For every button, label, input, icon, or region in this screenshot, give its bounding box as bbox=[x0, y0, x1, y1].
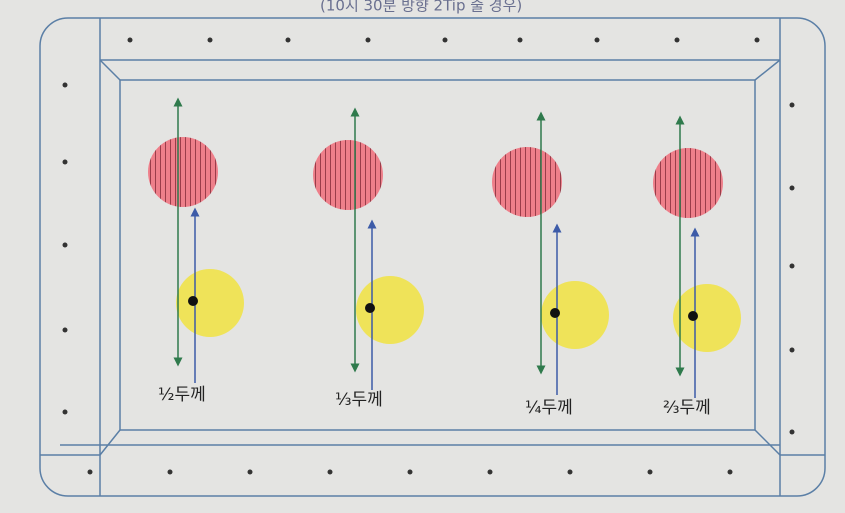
diamond bbox=[647, 469, 653, 475]
thickness-label: ¼두께 bbox=[525, 398, 573, 418]
diamond bbox=[517, 37, 523, 43]
diamond bbox=[789, 102, 795, 108]
diamond bbox=[87, 469, 93, 475]
diamond bbox=[62, 327, 68, 333]
diamond bbox=[789, 429, 795, 435]
diamond bbox=[62, 82, 68, 88]
cue-center bbox=[688, 311, 698, 321]
cue-center bbox=[188, 296, 198, 306]
diamond bbox=[365, 37, 371, 43]
diamond bbox=[789, 347, 795, 353]
diamonds bbox=[62, 37, 795, 475]
diamond bbox=[327, 469, 333, 475]
target-ball bbox=[492, 147, 562, 217]
thickness-label: ⅔두께 bbox=[663, 398, 711, 418]
diamond bbox=[247, 469, 253, 475]
diamond bbox=[62, 409, 68, 415]
cushion bbox=[119, 79, 756, 431]
target-ball bbox=[653, 148, 723, 218]
target-ball bbox=[313, 140, 383, 210]
diamond bbox=[167, 469, 173, 475]
diamond bbox=[754, 37, 760, 43]
header-title: (10시 30분 방향 2Tip 줄 경우) bbox=[320, 0, 522, 15]
shots: ½두께 ⅓두께 ¼두께 ⅔두께 bbox=[148, 97, 741, 418]
cue-ball bbox=[356, 276, 424, 344]
diamond bbox=[487, 469, 493, 475]
diamond bbox=[407, 469, 413, 475]
diamond bbox=[285, 37, 291, 43]
diamond bbox=[789, 263, 795, 269]
diamond bbox=[127, 37, 133, 43]
diamond bbox=[674, 37, 680, 43]
diamond bbox=[62, 159, 68, 165]
diamond bbox=[207, 37, 213, 43]
cushion-corners bbox=[99, 59, 781, 456]
cue-ball bbox=[673, 284, 741, 352]
table bbox=[39, 17, 826, 497]
diamond bbox=[789, 185, 795, 191]
target-ball bbox=[148, 137, 218, 207]
diamond bbox=[62, 242, 68, 248]
table-outer bbox=[39, 17, 826, 497]
diamond bbox=[442, 37, 448, 43]
cue-center bbox=[365, 303, 375, 313]
cue-center bbox=[550, 308, 560, 318]
diamond bbox=[594, 37, 600, 43]
cue-ball bbox=[176, 269, 244, 337]
diamond bbox=[727, 469, 733, 475]
thickness-label: ⅓두께 bbox=[335, 390, 383, 410]
thickness-label: ½두께 bbox=[158, 385, 206, 405]
cue-ball bbox=[541, 281, 609, 349]
diamond bbox=[567, 469, 573, 475]
